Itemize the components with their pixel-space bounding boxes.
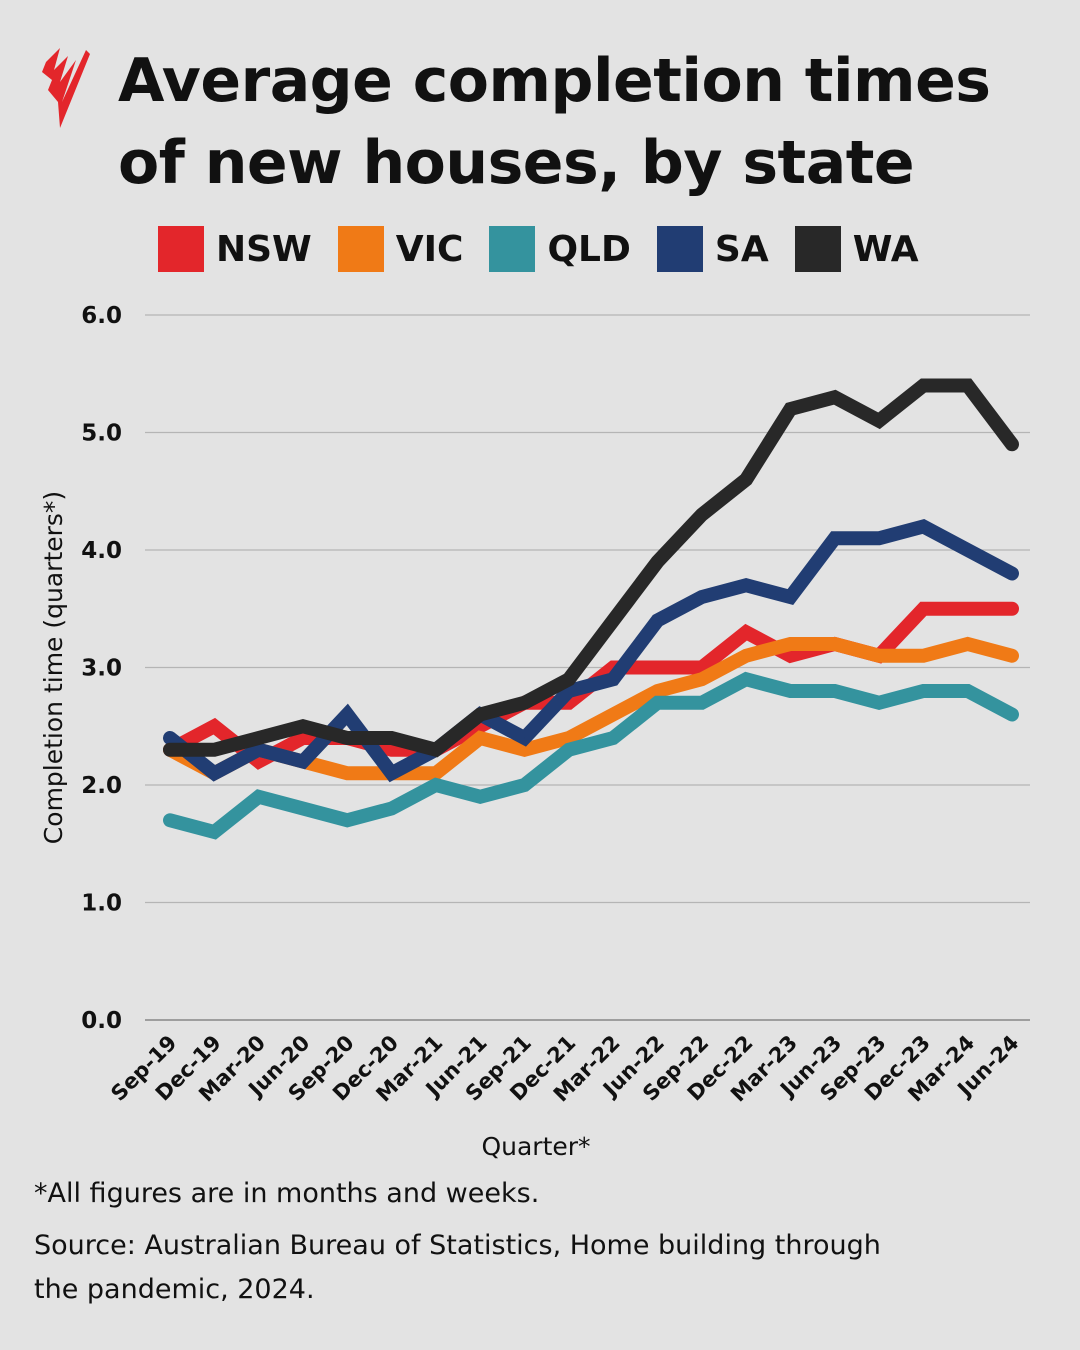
- y-tick-label: 2.0: [81, 773, 122, 799]
- y-tick-label: 4.0: [81, 538, 122, 564]
- line-chart: 0.01.02.03.04.05.06.0Sep-19Dec-19Mar-20J…: [39, 303, 1030, 1161]
- legend-label: QLD: [547, 228, 631, 270]
- legend-item-wa: WA: [794, 226, 919, 272]
- sbs-logo: [42, 48, 90, 128]
- legend-swatch: [794, 226, 841, 272]
- y-tick-label: 0.0: [81, 1008, 122, 1034]
- legend-item-qld: QLD: [489, 226, 631, 272]
- page-title: Average completion times of new houses, …: [118, 40, 991, 204]
- y-axis-label: Completion time (quarters*): [39, 491, 68, 844]
- title-line-1: Average completion times: [118, 46, 991, 116]
- legend-item-vic: VIC: [337, 226, 464, 272]
- legend-label: WA: [852, 228, 919, 270]
- legend-item-sa: SA: [656, 226, 769, 272]
- y-tick-label: 3.0: [81, 656, 122, 682]
- legend-swatch: [158, 226, 204, 272]
- legend-label: SA: [714, 228, 769, 270]
- legend-swatch: [489, 226, 536, 272]
- y-tick-label: 5.0: [81, 421, 122, 447]
- source-line-1: Source: Australian Bureau of Statistics,…: [34, 1230, 881, 1261]
- legend: NSW VIC QLD SA WA: [158, 226, 945, 272]
- y-tick-label: 1.0: [81, 891, 122, 917]
- y-tick-label: 6.0: [81, 303, 122, 329]
- x-axis-label: Quarter*: [481, 1132, 590, 1161]
- legend-swatch: [337, 226, 384, 272]
- legend-item-nsw: NSW: [158, 226, 312, 272]
- legend-label: NSW: [216, 228, 312, 270]
- source-line-2: the pandemic, 2024.: [34, 1274, 315, 1305]
- series-line-wa: [163, 378, 1019, 758]
- series-line-sa: [163, 519, 1019, 783]
- title-line-2: of new houses, by state: [118, 128, 915, 198]
- legend-swatch: [656, 226, 703, 272]
- series-line-qld: [163, 671, 1019, 840]
- footnote: *All figures are in months and weeks.: [34, 1178, 540, 1209]
- legend-label: VIC: [395, 228, 464, 270]
